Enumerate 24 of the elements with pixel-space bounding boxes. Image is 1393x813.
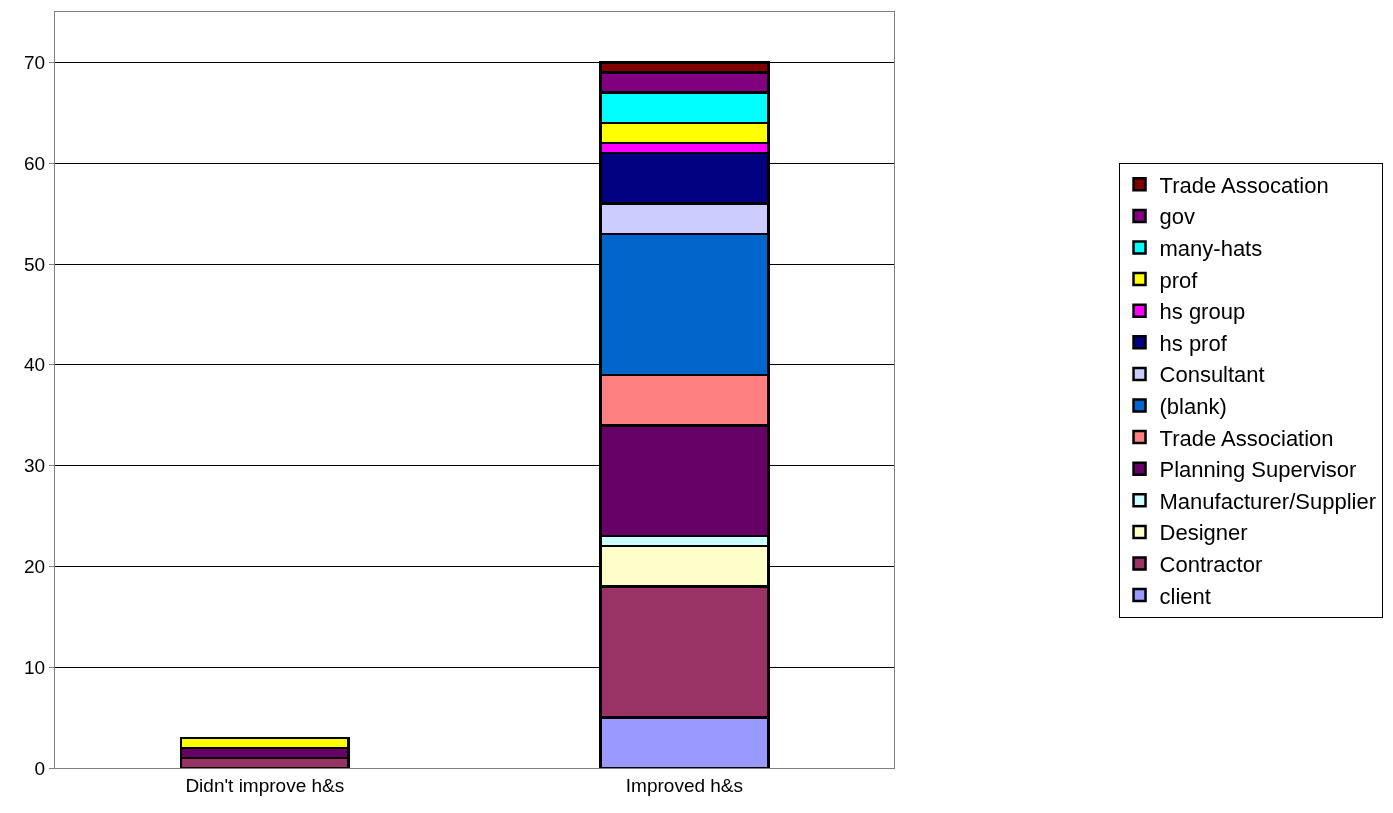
legend-label: Manufacturer/Supplier <box>1159 488 1376 514</box>
x-tick-label: Improved h&s <box>625 774 744 796</box>
legend-label: Trade Assocation <box>1159 172 1329 198</box>
legend-label: hs group <box>1159 299 1246 325</box>
legend-label: prof <box>1159 267 1199 293</box>
y-tick-label: 10 <box>24 656 46 678</box>
legend-label: (blank) <box>1159 394 1227 420</box>
legend-label: many-hats <box>1159 236 1263 262</box>
legend-label: Contractor <box>1159 552 1263 578</box>
y-tick-label: 0 <box>34 757 46 779</box>
y-tick-label: 50 <box>24 253 46 275</box>
y-tick-label: 70 <box>24 52 46 74</box>
y-tick-label: 60 <box>24 152 46 174</box>
legend-label: hs prof <box>1159 330 1228 356</box>
legend-label: Consultant <box>1159 362 1265 388</box>
legend-label: Designer <box>1159 520 1248 546</box>
y-tick-label: 30 <box>24 455 46 477</box>
y-tick-label: 20 <box>24 556 46 578</box>
legend-label: gov <box>1159 204 1196 230</box>
legend-label: Trade Association <box>1159 425 1334 451</box>
y-tick-label: 40 <box>24 354 46 376</box>
legend-label: client <box>1159 583 1211 609</box>
x-tick-label: Didn't improve h&s <box>185 774 345 796</box>
legend-label: Planning Supervisor <box>1159 457 1357 483</box>
